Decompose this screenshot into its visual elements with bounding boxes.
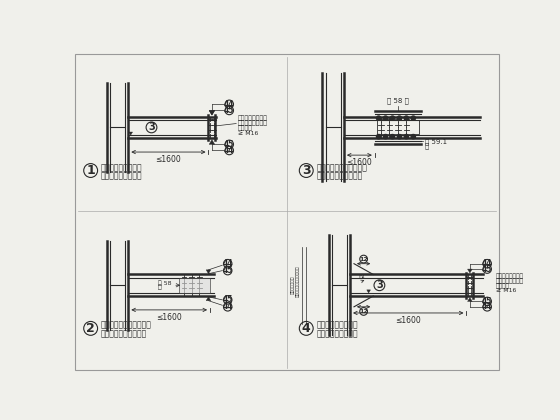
Text: 44: 44 <box>482 259 492 268</box>
Text: 3: 3 <box>148 122 155 132</box>
Text: 用普通螺栓连接，: 用普通螺栓连接， <box>496 278 524 284</box>
Text: 安装用临时拼接板: 安装用临时拼接板 <box>237 116 268 121</box>
Text: 置: 置 <box>158 285 161 290</box>
Text: 45: 45 <box>222 266 233 275</box>
Text: 3: 3 <box>376 280 383 290</box>
Circle shape <box>397 116 402 120</box>
Text: 45: 45 <box>224 106 235 115</box>
Text: 44: 44 <box>222 302 233 311</box>
Circle shape <box>384 134 388 139</box>
Text: h₄: h₄ <box>358 273 365 278</box>
Text: 4: 4 <box>302 322 311 335</box>
Text: 45: 45 <box>482 297 492 306</box>
Text: 45: 45 <box>222 295 233 304</box>
Text: ≥ M16: ≥ M16 <box>237 131 258 136</box>
Circle shape <box>390 116 395 120</box>
Polygon shape <box>206 270 211 274</box>
Text: 3: 3 <box>302 164 311 177</box>
Text: 45: 45 <box>224 140 235 149</box>
Text: 悬臂梁段与柱和与中: 悬臂梁段与柱和与中 <box>101 163 142 172</box>
Text: 翼缘，牛腿腹板: 翼缘，牛腿腹板 <box>291 276 295 294</box>
Text: 其螺栓应: 其螺栓应 <box>496 283 510 289</box>
Circle shape <box>376 116 381 120</box>
Polygon shape <box>129 132 133 135</box>
Text: ≤1600: ≤1600 <box>395 316 421 325</box>
Text: ≤1600: ≤1600 <box>347 158 372 167</box>
Text: 置: 置 <box>425 142 429 149</box>
Text: 栓 58 置: 栓 58 置 <box>387 98 409 104</box>
Text: 悬臂梁段与柱和与中: 悬臂梁段与柱和与中 <box>316 321 358 330</box>
Text: 1: 1 <box>86 164 95 177</box>
Text: ≤1600: ≤1600 <box>156 313 182 322</box>
Polygon shape <box>209 110 214 115</box>
Circle shape <box>390 134 395 139</box>
Bar <box>377 121 419 134</box>
Circle shape <box>411 134 416 139</box>
Text: 悬臂梁段与柱为全焊连接: 悬臂梁段与柱为全焊连接 <box>316 163 367 172</box>
Text: 44: 44 <box>224 146 235 155</box>
Text: 45: 45 <box>482 265 492 273</box>
Text: 用普通螺栓连接，: 用普通螺栓连接， <box>237 121 268 126</box>
Text: 间梁段均为全焊连接: 间梁段均为全焊连接 <box>101 171 142 181</box>
Circle shape <box>384 116 388 120</box>
Bar <box>179 278 210 293</box>
Polygon shape <box>209 110 214 115</box>
Polygon shape <box>209 140 214 144</box>
Circle shape <box>397 134 402 139</box>
Text: 悬臂梁段与柱为全焊连接: 悬臂梁段与柱为全焊连接 <box>101 321 152 330</box>
Polygon shape <box>206 297 211 301</box>
Text: 44: 44 <box>482 302 492 311</box>
Circle shape <box>404 116 408 120</box>
Circle shape <box>411 116 416 120</box>
Circle shape <box>404 134 408 139</box>
Text: 栓 58: 栓 58 <box>158 280 171 286</box>
Text: 其螺栓应: 其螺栓应 <box>237 126 253 131</box>
Text: 12: 12 <box>360 309 368 314</box>
Text: 间梁段均为全焊连接: 间梁段均为全焊连接 <box>316 329 358 338</box>
Polygon shape <box>468 297 472 302</box>
Text: 与中间梁段为全栓连接: 与中间梁段为全栓连接 <box>316 171 362 181</box>
Text: 12: 12 <box>360 257 368 262</box>
Text: ≤1600: ≤1600 <box>156 155 181 164</box>
Text: 栓 59.1: 栓 59.1 <box>425 138 447 144</box>
Text: 44: 44 <box>222 259 233 268</box>
Polygon shape <box>367 290 371 293</box>
Text: ≥ M16: ≥ M16 <box>496 288 516 293</box>
Circle shape <box>376 134 381 139</box>
Text: 44: 44 <box>224 100 235 109</box>
Text: 2: 2 <box>86 322 95 335</box>
Text: 安装用临时拼接板: 安装用临时拼接板 <box>496 273 524 279</box>
Polygon shape <box>468 269 472 273</box>
Text: 与中间梁段为栓焊连接: 与中间梁段为栓焊连接 <box>101 329 147 338</box>
Text: 腹板，工字梁腹板栓焊连接: 腹板，工字梁腹板栓焊连接 <box>296 265 300 297</box>
